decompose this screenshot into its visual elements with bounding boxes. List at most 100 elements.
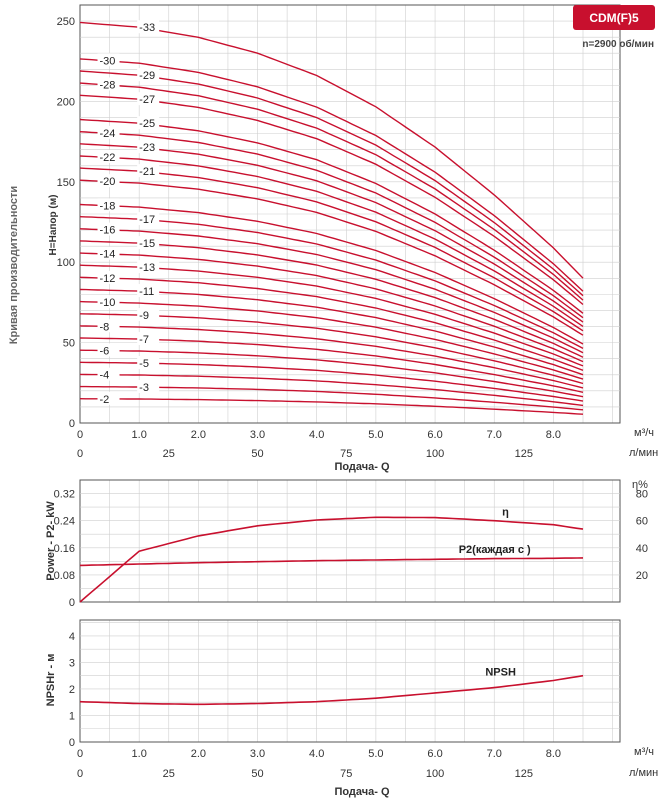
- head-curve-label: -17: [139, 214, 155, 226]
- head-curve-stage-29: [79, 70, 584, 297]
- head-curve-label-bg: [137, 212, 160, 226]
- head-curve-stage-21: [79, 167, 584, 332]
- npsh-x-tick-label: 1.0: [132, 748, 147, 760]
- head-curve-label-bg: [97, 270, 120, 284]
- head-curve-label: -11: [139, 286, 154, 298]
- head-curve-label-bg: [97, 319, 120, 333]
- head-curve-label-bg: [137, 92, 160, 106]
- head-curve-stage-7: [79, 337, 584, 393]
- npsh-x-tick-label: 4.0: [309, 748, 324, 760]
- npsh-x-unit-top: м³/ч: [634, 746, 654, 758]
- head-y-tick-label: 100: [57, 257, 75, 269]
- eff-y-tick-label: 20: [636, 570, 648, 582]
- head-x-tick-label: 7.0: [487, 429, 502, 441]
- head-curve-label: -9: [139, 310, 149, 322]
- npsh-x-tick-label: 3.0: [250, 748, 265, 760]
- head-curve-label-bg: [97, 367, 120, 381]
- head-curve-label: -5: [139, 358, 149, 370]
- npsh-x-tick-label: 2.0: [191, 748, 206, 760]
- head-curve-stage-14: [79, 252, 584, 363]
- head-x-tick-label: 3.0: [250, 429, 265, 441]
- head-curve-stage-30: [79, 58, 584, 292]
- head-curve-label: -21: [139, 166, 155, 178]
- model-badge: CDM(F)5: [573, 5, 655, 30]
- head-curve-stage-24: [79, 131, 584, 319]
- npsh-x-lmin-tick-label: 50: [251, 768, 263, 780]
- head-curve-label-bg: [97, 391, 120, 405]
- head-curve-stage-28: [79, 82, 584, 301]
- npsh-axis-title: NPSHr - м: [45, 654, 57, 707]
- head-curve-label: -14: [100, 249, 116, 261]
- head-x-lmin-tick-label: 50: [251, 448, 263, 460]
- head-curve-label: -16: [100, 225, 116, 237]
- efficiency-curve: [79, 516, 584, 603]
- head-curve-label: -15: [139, 238, 155, 250]
- head-curve-label: -4: [100, 370, 110, 382]
- head-curve-label-bg: [97, 295, 120, 309]
- head-curve-label: -2: [100, 394, 110, 406]
- head-x-tick-label: 5.0: [368, 429, 383, 441]
- power-y-tick-label: 0: [69, 597, 75, 609]
- power-y-tick-label: 0.16: [54, 543, 75, 555]
- head-curve-label: -20: [100, 176, 116, 188]
- head-curve-label-bg: [97, 222, 120, 236]
- head-curve-label-bg: [137, 20, 160, 34]
- head-curve-label-bg: [137, 68, 160, 82]
- head-curve-stage-9: [79, 313, 584, 385]
- head-curve-stage-33: [79, 21, 584, 279]
- head-curve-stage-23: [79, 143, 584, 323]
- head-curve-label-bg: [137, 356, 160, 370]
- npsh-y-tick-label: 0: [69, 737, 75, 749]
- head-curve-label: -18: [100, 200, 116, 212]
- head-curve-label-bg: [97, 198, 120, 212]
- head-curve-stage-20: [79, 179, 584, 336]
- head-curve-label-bg: [97, 53, 120, 67]
- npsh-curve-label: NPSH: [485, 667, 516, 679]
- head-curve-stage-25: [79, 118, 584, 314]
- head-curve-label-bg: [137, 140, 160, 154]
- head-y-tick-label: 150: [57, 177, 75, 189]
- head-curve-label-bg: [137, 260, 160, 274]
- npsh-x-tick-label: 6.0: [427, 748, 442, 760]
- npsh-frame: [79, 619, 621, 743]
- head-curve-label: -7: [139, 334, 149, 346]
- head-curve-label-bg: [137, 164, 160, 178]
- head-curve-stage-3: [80, 385, 584, 411]
- efficiency-curve-label: η: [502, 506, 509, 518]
- head-curve-label: -3: [139, 382, 149, 394]
- power-y-tick-label: 0.24: [54, 516, 75, 528]
- head-x-lmin-tick-label: 125: [515, 448, 533, 460]
- head-axis-title: H=Напор (м): [48, 195, 59, 256]
- head-curve-stage-16: [79, 228, 584, 354]
- eff-y-tick-label: 60: [636, 516, 648, 528]
- eff-axis-title: η%: [632, 479, 648, 491]
- head-curve-label-bg: [97, 125, 120, 139]
- head-curve-label-bg: [97, 246, 120, 260]
- head-curve-label-bg: [97, 150, 120, 164]
- power-frame: [79, 479, 621, 603]
- head-curve-label: -33: [139, 22, 155, 34]
- head-curve-label: -6: [100, 345, 110, 357]
- head-curve-stage-4: [79, 373, 584, 407]
- power-axis-title: Power - P2- kW: [45, 501, 57, 581]
- head-y-tick-label: 200: [57, 96, 75, 108]
- head-x-axis-title: Подача- Q: [334, 461, 390, 473]
- head-curve-label-bg: [97, 343, 120, 357]
- head-curve-stage-17: [79, 216, 584, 350]
- power-curve-label: P2(каждая с ): [459, 544, 531, 556]
- npsh-x-tick-label: 8.0: [546, 748, 561, 760]
- head-curve-label-bg: [137, 332, 160, 346]
- head-y-tick-label: 50: [63, 338, 75, 350]
- model-badge-label: CDM(F)5: [589, 11, 639, 25]
- model-badge-bg: [573, 5, 655, 30]
- power-p2-curve: [79, 557, 584, 567]
- power-y-tick-label: 0.32: [54, 489, 75, 501]
- head-curve-label-bg: [137, 380, 160, 394]
- speed-label: n=2900 об/мин: [582, 38, 654, 50]
- head-curve-label-bg: [137, 284, 160, 298]
- head-x-lmin-tick-label: 100: [426, 448, 444, 460]
- head-x-tick-label: 2.0: [191, 429, 206, 441]
- head-curve-label: -30: [100, 55, 116, 67]
- head-curve-stage-5: [79, 361, 584, 402]
